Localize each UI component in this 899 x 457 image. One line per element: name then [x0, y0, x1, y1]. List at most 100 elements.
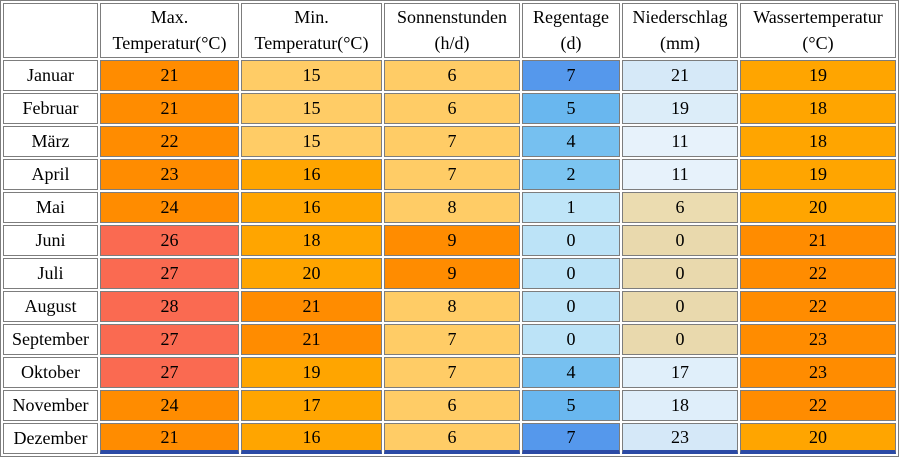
- column-header-1: Min. Temperatur(°C): [241, 3, 382, 58]
- data-cell-col4: 0: [622, 258, 738, 289]
- table-row: September 27 21 7 0 0 23: [3, 324, 896, 355]
- data-cell-col2: 9: [384, 225, 520, 256]
- column-header-line2: Temperatur(°C): [254, 32, 369, 53]
- data-cell-col4: 0: [622, 324, 738, 355]
- data-cell-col3: 5: [522, 390, 620, 421]
- data-cell-col1: 17: [241, 390, 382, 421]
- data-cell-col2: 6: [384, 390, 520, 421]
- data-cell-col0: 22: [100, 126, 239, 157]
- column-header-line1: Wassertemperatur: [753, 6, 883, 27]
- data-cell-col4: 6: [622, 192, 738, 223]
- row-header-month: November: [3, 390, 98, 421]
- data-cell-col1: 15: [241, 126, 382, 157]
- row-header-month: Oktober: [3, 357, 98, 388]
- row-header-month: August: [3, 291, 98, 322]
- data-cell-col2: 7: [384, 126, 520, 157]
- table-row: Januar 21 15 6 7 21 19: [3, 60, 896, 91]
- data-cell-col4: 0: [622, 225, 738, 256]
- table-row: Juli 27 20 9 0 0 22: [3, 258, 896, 289]
- table-row: Mai 24 16 8 1 6 20: [3, 192, 896, 223]
- table-row: März 22 15 7 4 11 18: [3, 126, 896, 157]
- column-header-line1: Sonnenstunden: [397, 6, 507, 27]
- data-cell-col1: 21: [241, 324, 382, 355]
- data-cell-col4: 11: [622, 159, 738, 190]
- header-row: Max. Temperatur(°C) Min. Temperatur(°C) Sonn…: [3, 3, 896, 58]
- data-cell-col4: 23: [622, 423, 738, 454]
- data-cell-col0: 27: [100, 357, 239, 388]
- data-cell-col2: 6: [384, 423, 520, 454]
- data-cell-col1: 16: [241, 192, 382, 223]
- data-cell-col5: 23: [740, 324, 896, 355]
- data-cell-col4: 11: [622, 126, 738, 157]
- data-cell-col3: 4: [522, 126, 620, 157]
- data-cell-col4: 19: [622, 93, 738, 124]
- data-cell-col3: 2: [522, 159, 620, 190]
- row-header-month: April: [3, 159, 98, 190]
- data-cell-col1: 16: [241, 159, 382, 190]
- data-cell-col5: 19: [740, 159, 896, 190]
- table-row: November 24 17 6 5 18 22: [3, 390, 896, 421]
- data-cell-col5: 18: [740, 93, 896, 124]
- data-cell-col4: 18: [622, 390, 738, 421]
- data-cell-col5: 18: [740, 126, 896, 157]
- data-cell-col5: 19: [740, 60, 896, 91]
- data-cell-col4: 0: [622, 291, 738, 322]
- table-row: Dezember 21 16 6 7 23 20: [3, 423, 896, 454]
- data-cell-col2: 8: [384, 192, 520, 223]
- row-header-month: März: [3, 126, 98, 157]
- data-cell-col3: 7: [522, 60, 620, 91]
- data-cell-col5: 21: [740, 225, 896, 256]
- data-cell-col5: 23: [740, 357, 896, 388]
- column-header-line1: Niederschlag: [632, 6, 728, 27]
- column-header-4: Niederschlag (mm): [622, 3, 738, 58]
- column-header-line2: (d): [560, 32, 582, 53]
- row-header-month: Mai: [3, 192, 98, 223]
- column-header-line2: Temperatur(°C): [112, 32, 227, 53]
- data-cell-col3: 0: [522, 258, 620, 289]
- column-header-month: [3, 3, 98, 58]
- table-row: Februar 21 15 6 5 19 18: [3, 93, 896, 124]
- row-header-month: Dezember: [3, 423, 98, 454]
- data-cell-col4: 17: [622, 357, 738, 388]
- data-cell-col2: 8: [384, 291, 520, 322]
- column-header-5: Wassertemperatur (°C): [740, 3, 896, 58]
- data-cell-col0: 28: [100, 291, 239, 322]
- table-row: April 23 16 7 2 11 19: [3, 159, 896, 190]
- column-header-line2: (h/d): [434, 32, 470, 53]
- data-cell-col0: 21: [100, 60, 239, 91]
- data-cell-col1: 19: [241, 357, 382, 388]
- column-header-line1: Regentage: [533, 6, 609, 27]
- data-cell-col3: 0: [522, 291, 620, 322]
- table-row: Juni 26 18 9 0 0 21: [3, 225, 896, 256]
- data-cell-col3: 5: [522, 93, 620, 124]
- table-row: Oktober 27 19 7 4 17 23: [3, 357, 896, 388]
- data-cell-col0: 23: [100, 159, 239, 190]
- column-header-3: Regentage (d): [522, 3, 620, 58]
- data-cell-col0: 27: [100, 324, 239, 355]
- column-header-line1: Max.: [150, 6, 189, 27]
- data-cell-col2: 7: [384, 159, 520, 190]
- data-cell-col2: 6: [384, 60, 520, 91]
- data-cell-col5: 22: [740, 390, 896, 421]
- row-header-month: September: [3, 324, 98, 355]
- data-cell-col5: 20: [740, 192, 896, 223]
- data-cell-col0: 21: [100, 93, 239, 124]
- data-cell-col1: 20: [241, 258, 382, 289]
- data-cell-col1: 16: [241, 423, 382, 454]
- data-cell-col3: 4: [522, 357, 620, 388]
- row-header-month: Juni: [3, 225, 98, 256]
- data-cell-col1: 18: [241, 225, 382, 256]
- data-cell-col0: 27: [100, 258, 239, 289]
- data-cell-col3: 1: [522, 192, 620, 223]
- data-cell-col3: 0: [522, 324, 620, 355]
- data-cell-col1: 15: [241, 93, 382, 124]
- column-header-line2: (°C): [802, 32, 834, 53]
- data-cell-col0: 21: [100, 423, 239, 454]
- data-cell-col4: 21: [622, 60, 738, 91]
- data-cell-col0: 26: [100, 225, 239, 256]
- table-header: Max. Temperatur(°C) Min. Temperatur(°C) Sonn…: [3, 3, 896, 58]
- column-header-0: Max. Temperatur(°C): [100, 3, 239, 58]
- data-cell-col2: 6: [384, 93, 520, 124]
- data-cell-col3: 7: [522, 423, 620, 454]
